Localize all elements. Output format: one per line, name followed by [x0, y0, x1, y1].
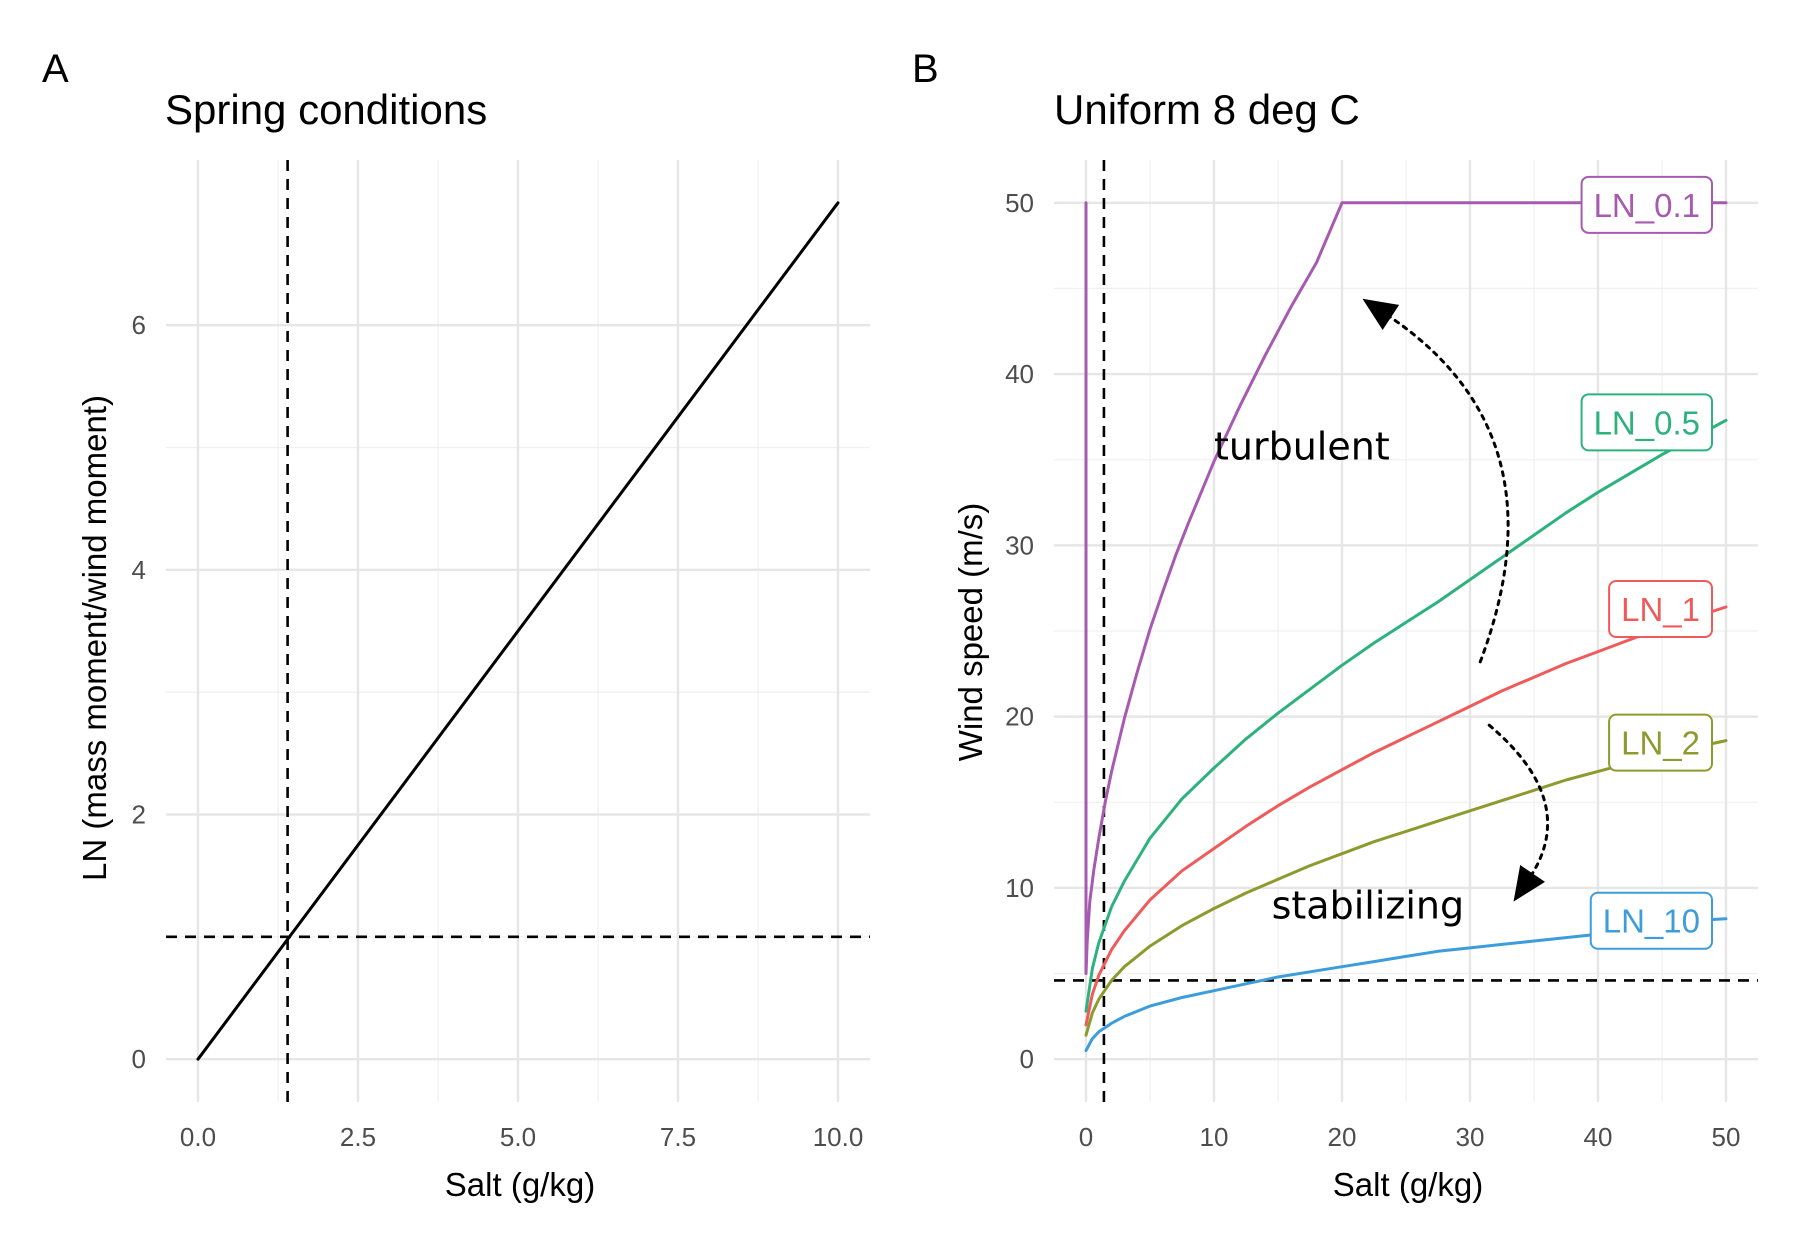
panel-b-x-tick-label: 40 [1584, 1122, 1613, 1152]
panel-a-y-tick-label: 0 [132, 1044, 146, 1074]
panel-b-label-ln-1: LN_1 [1608, 580, 1713, 639]
panel-b-label-ln-0-1: LN_0.1 [1580, 175, 1713, 234]
panel-b-y-tick-label: 20 [1005, 702, 1034, 732]
panel-b-x-tick-label: 30 [1456, 1122, 1485, 1152]
panel-a-y-tick-labels: 0 2 4 6 [132, 310, 146, 1074]
panel-a-y-tick-label: 6 [132, 310, 146, 340]
panel-b-x-tick-label: 0 [1079, 1122, 1093, 1152]
panel-a-line-series-0 [196, 201, 840, 1061]
panel-b: B Uniform 8 deg C turbulent stabilizing L… [912, 47, 1758, 1203]
panel-b-label-box [1580, 175, 1713, 234]
panel-b-arrows [1362, 298, 1550, 902]
panel-b-label-box [1589, 891, 1713, 950]
panel-b-reference-lines [1054, 160, 1758, 1102]
panel-a-series [196, 201, 840, 1061]
panel-b-label-ln-0-5: LN_0.5 [1580, 393, 1713, 452]
panel-a-title: Spring conditions [165, 86, 487, 133]
panel-a-x-tick-label: 2.5 [340, 1122, 376, 1152]
panel-b-line-ln-0-5 [1084, 418, 1728, 1013]
panel-b-y-tick-label: 0 [1020, 1044, 1034, 1074]
panel-a-x-tick-labels: 0.0 2.5 5.0 7.5 10.0 [180, 1122, 863, 1152]
panel-b-series-labels: LN_0.1 LN_0.5 LN_1 LN_2 LN_10 [1580, 175, 1713, 950]
panel-b-label-text: LN_0.1 [1594, 187, 1700, 224]
panel-b-line-ln-0-1 [1084, 201, 1728, 975]
panel-b-line-ln-2 [1084, 739, 1728, 1037]
panel-b-y-tick-label: 40 [1005, 359, 1034, 389]
panel-b-x-tick-label: 20 [1328, 1122, 1357, 1152]
panel-b-title: Uniform 8 deg C [1054, 86, 1360, 133]
panel-a-x-tick-label: 10.0 [813, 1122, 864, 1152]
panel-b-annotation-turbulent: turbulent [1214, 425, 1390, 469]
panel-a-y-axis-title: LN (mass moment/wind moment) [76, 395, 113, 881]
panel-b-line-ln-1 [1084, 605, 1728, 1027]
panel-a-y-tick-label: 4 [132, 555, 146, 585]
panel-b-arrowhead [1513, 865, 1546, 902]
panel-a-y-tick-label: 2 [132, 800, 146, 830]
panel-b-arrow-turbulent [1383, 312, 1510, 664]
panel-b-y-tick-label: 30 [1005, 530, 1034, 560]
panel-b-label-text: LN_10 [1603, 903, 1700, 940]
panel-b-arrowhead [1362, 298, 1400, 330]
panel-b-y-axis-title: Wind speed (m/s) [952, 503, 989, 762]
panel-b-label-ln-2: LN_2 [1608, 713, 1713, 772]
panel-b-x-tick-labels: 0 10 20 30 40 50 [1079, 1122, 1741, 1152]
panel-b-label-ln-10: LN_10 [1589, 891, 1713, 950]
panel-b-x-tick-label: 10 [1200, 1122, 1229, 1152]
panel-a-x-tick-label: 0.0 [180, 1122, 216, 1152]
panel-a-reference-lines [166, 160, 870, 1102]
panel-b-y-tick-label: 50 [1005, 188, 1034, 218]
panel-a: A Spring conditions 0.0 2.5 5.0 7.5 10.0 0 2 4… [42, 47, 870, 1203]
panel-b-letter: B [912, 47, 939, 91]
panel-b-label-text: LN_0.5 [1594, 404, 1700, 441]
panel-b-label-text: LN_2 [1621, 725, 1700, 762]
panel-b-annotation-stabilizing: stabilizing [1272, 884, 1465, 928]
panel-b-label-box [1608, 580, 1713, 639]
panel-a-letter: A [42, 47, 69, 91]
panel-a-x-tick-label: 5.0 [500, 1122, 536, 1152]
panel-a-grid [166, 160, 870, 1102]
panel-b-x-axis-title: Salt (g/kg) [1333, 1166, 1483, 1203]
panel-b-y-tick-labels: 0 10 20 30 40 50 [1005, 188, 1034, 1074]
panel-a-x-axis-title: Salt (g/kg) [445, 1166, 595, 1203]
panel-b-y-tick-label: 10 [1005, 873, 1034, 903]
panel-b-label-box [1608, 713, 1713, 772]
panel-b-label-text: LN_1 [1621, 591, 1700, 628]
panel-a-x-tick-label: 7.5 [660, 1122, 696, 1152]
panel-b-label-box [1580, 393, 1713, 452]
panel-b-x-tick-label: 50 [1712, 1122, 1741, 1152]
panel-b-annotations: turbulent stabilizing [1214, 425, 1464, 928]
